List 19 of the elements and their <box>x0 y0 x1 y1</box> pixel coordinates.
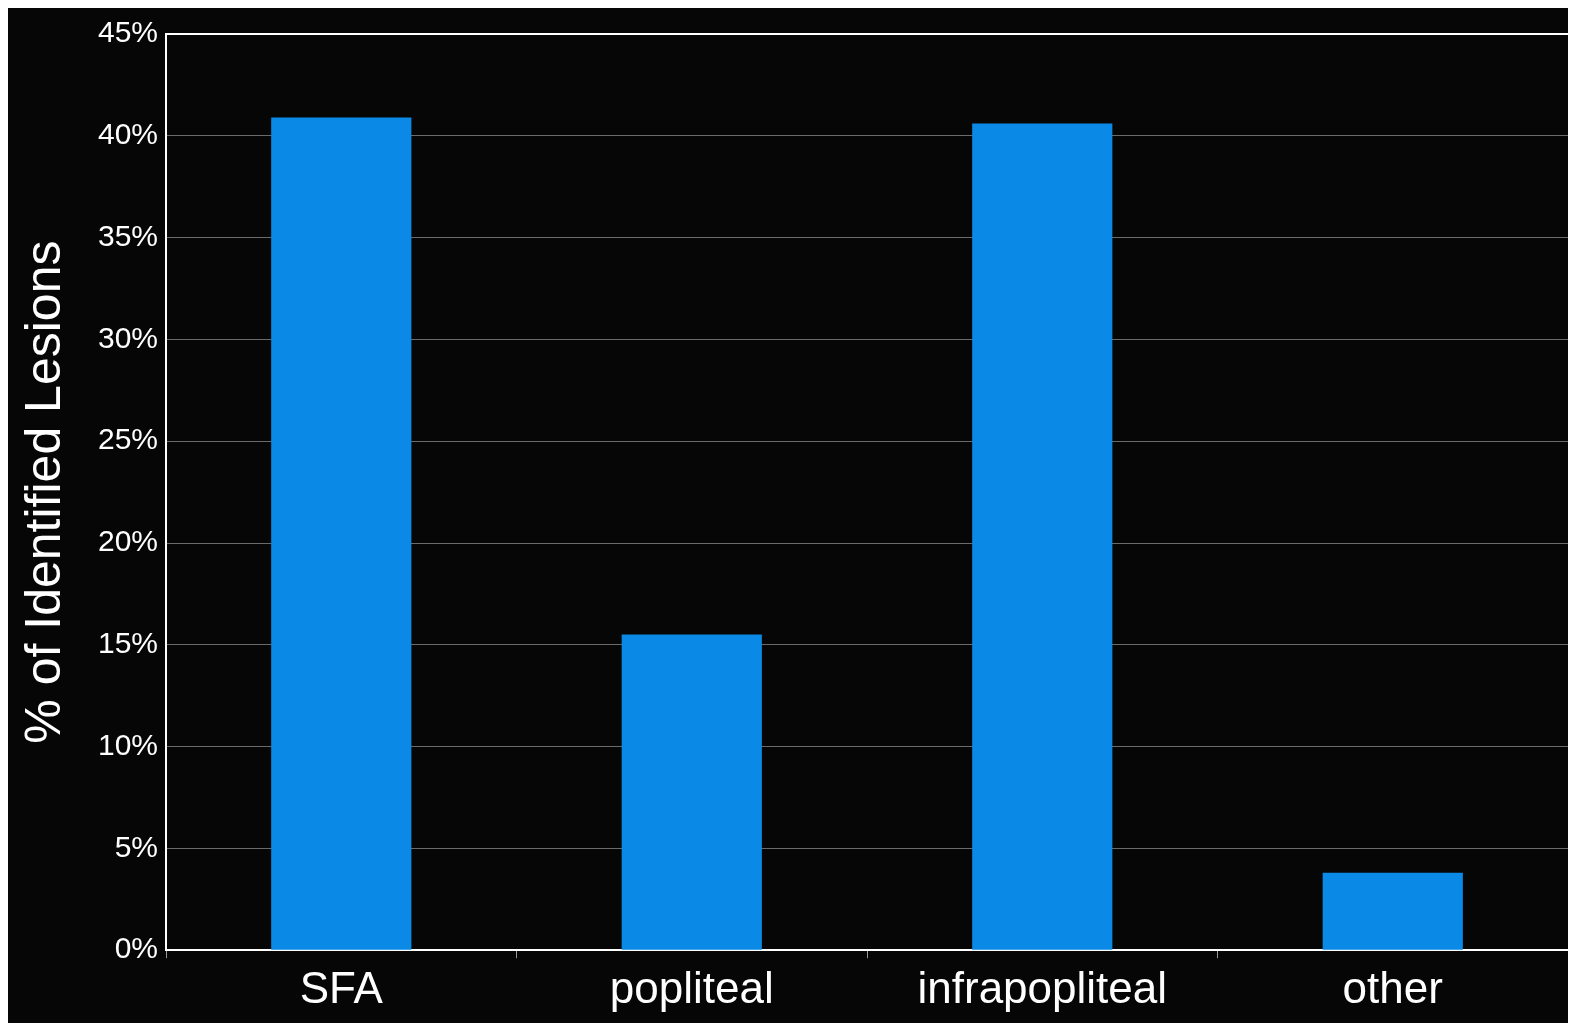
y-axis-title: % of Identified Lesions <box>14 240 71 744</box>
bar <box>972 123 1113 950</box>
y-tick-label: 40% <box>98 117 159 151</box>
x-tick-label: infrapopliteal <box>917 962 1168 1012</box>
y-tick-label: 35% <box>98 218 159 252</box>
y-tick-label: 30% <box>98 320 159 354</box>
y-tick-label: 10% <box>98 727 159 761</box>
y-tick-label: 20% <box>98 524 159 558</box>
bar <box>271 117 412 950</box>
y-tick-label: 45% <box>98 15 159 49</box>
bar <box>621 634 762 950</box>
x-tick-label: SFA <box>299 962 384 1012</box>
y-tick-label: 25% <box>98 422 159 456</box>
y-tick-label: 5% <box>114 829 159 863</box>
bar <box>1322 872 1463 950</box>
y-tick-label: 0% <box>114 931 159 965</box>
y-tick-label: 15% <box>98 626 159 660</box>
x-tick-label: popliteal <box>609 962 774 1012</box>
x-tick-label: other <box>1342 962 1443 1012</box>
